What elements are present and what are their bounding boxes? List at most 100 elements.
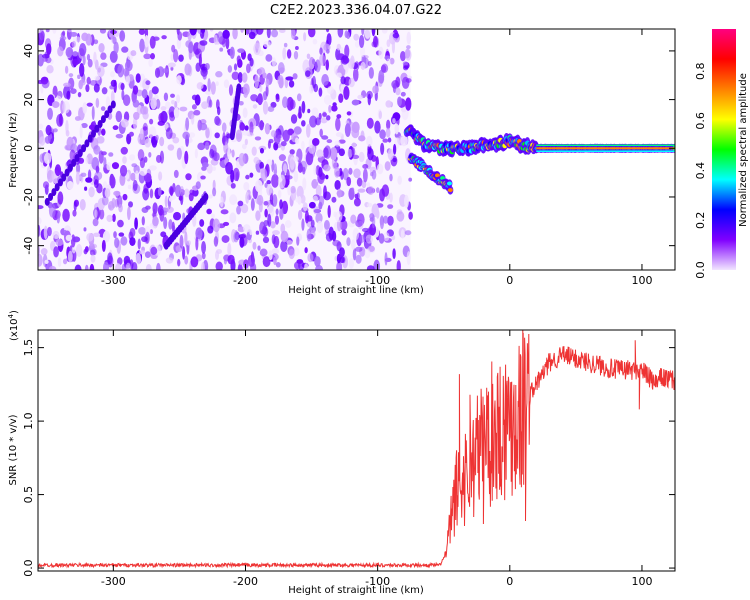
noise-blob [214,132,220,139]
noise-blob [150,246,158,255]
noise-blob [138,29,146,35]
noise-blob [239,236,245,248]
noise-blob [328,104,332,113]
noise-blob [158,112,164,123]
noise-blob [93,145,101,155]
noise-blob [259,248,268,257]
noise-blob [174,184,182,198]
noise-blob [386,119,391,130]
noise-blob [262,236,270,244]
noise-blob [302,202,308,212]
noise-blob [297,111,303,119]
noise-blob [326,139,333,144]
noise-blob [168,196,173,202]
noise-blob [396,211,405,222]
noise-blob [57,46,64,57]
noise-blob [271,174,279,188]
noise-blob [222,29,230,39]
noise-blob [375,187,380,194]
noise-blob [361,29,365,36]
noise-blob [313,206,321,215]
noise-blob [76,162,81,174]
noise-blob [138,227,147,235]
noise-blob [336,219,342,232]
noise-blob [357,188,366,193]
noise-blob [176,94,181,104]
noise-blob [254,74,259,89]
noise-blob [185,117,190,131]
noise-blob [72,209,77,217]
noise-blob [273,235,280,249]
noise-blob [371,29,376,37]
colorbar-tick-label: 0.2 [694,212,707,230]
noise-blob [211,213,215,219]
noise-blob [117,219,124,228]
noise-blob [139,168,148,176]
noise-blob [213,34,218,46]
noise-blob [336,43,341,51]
noise-blob [173,169,179,179]
noise-blob [264,208,268,218]
noise-blob [408,211,413,220]
noise-blob [297,195,302,205]
y-tick-label: 0.5 [22,486,35,504]
noise-blob [206,208,212,215]
noise-blob [252,241,257,250]
noise-blob [108,204,112,210]
noise-blob [57,191,64,205]
noise-blob [323,219,330,230]
noise-blob [359,45,366,58]
noise-blob [271,253,279,261]
noise-blob [389,192,393,203]
y-tick-label: 1.0 [22,412,35,430]
noise-blob [252,104,258,109]
noise-blob [270,221,276,229]
noise-blob [184,63,192,76]
noise-blob [101,195,109,206]
spectrogram-heatmap [38,29,675,270]
noise-blob [229,212,237,224]
noise-blob [53,128,58,133]
noise-blob [162,68,169,74]
noise-blob [293,170,299,183]
noise-blob [373,259,381,270]
noise-blob [275,262,281,268]
noise-blob [406,251,411,265]
noise-blob [166,206,174,213]
noise-blob [271,57,277,68]
noise-blob [155,154,162,163]
noise-blob [271,29,279,38]
colorbar: 0.0 0.2 0.4 0.6 0.8 Normalized spectral ampl… [694,29,749,279]
noise-blob [282,129,290,142]
noise-blob [381,63,389,74]
snr-multiplier-label: (x104) [7,310,20,341]
noise-blob [267,140,271,149]
noise-blob [376,163,384,175]
noise-streak [236,83,242,92]
noise-blob [185,40,194,48]
noise-blob [321,135,329,140]
noise-blob [295,46,299,51]
noise-blob [208,99,213,108]
noise-blob [266,29,271,39]
noise-blob [143,172,152,183]
noise-blob [106,214,113,223]
noise-blob [389,57,395,65]
noise-blob [392,32,400,39]
noise-blob [199,40,208,46]
noise-blob [262,100,269,115]
noise-blob [207,225,214,234]
noise-blob [130,50,137,57]
noise-blob [402,61,409,66]
noise-blob [383,215,389,224]
noise-blob [215,81,219,87]
noise-blob [108,152,114,157]
noise-blob [334,140,341,147]
noise-blob [212,218,221,233]
noise-blob [355,254,362,264]
colorbar-tick-label: 0.0 [694,261,707,279]
noise-blob [228,84,234,96]
noise-blob [284,220,292,229]
noise-blob [92,218,99,227]
